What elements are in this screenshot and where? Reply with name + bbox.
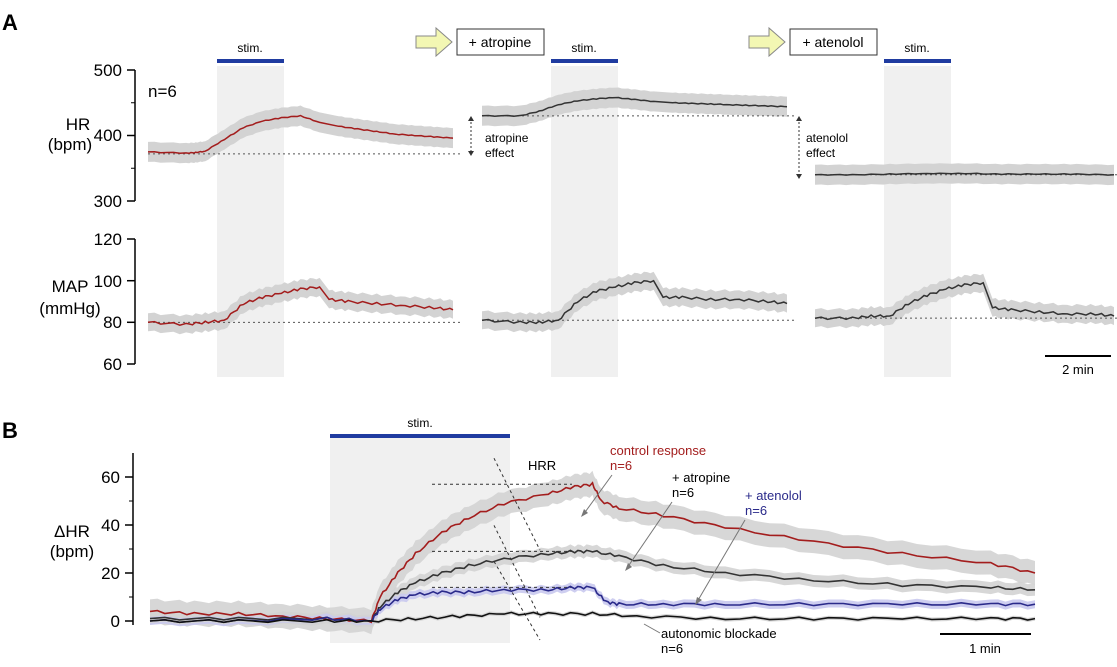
map-tick-60: 60 [103, 355, 122, 374]
panel-a-label: A [2, 10, 18, 35]
svg-text:40: 40 [101, 516, 120, 535]
atropine-label: + atropine [672, 470, 730, 485]
dhr-plot [149, 457, 1036, 641]
a-map-band-1 [482, 271, 787, 333]
hr-n-label: n=6 [148, 82, 177, 101]
a-hr-band-0 [148, 105, 453, 164]
a-map-trace-0 [147, 285, 454, 326]
atenolol-box-label: + atenolol [802, 34, 863, 50]
atropine-box-label: + atropine [469, 34, 532, 50]
stim-label-3: stim. [904, 41, 929, 55]
hr-axis-title: HR [66, 115, 91, 134]
atropine-box [456, 28, 545, 56]
stim-label-1: stim. [237, 41, 262, 55]
dhr-axis-unit: (bpm) [50, 542, 94, 561]
a-hr-trace-1 [481, 96, 788, 117]
panel-b-stim-bar [330, 434, 510, 438]
atenolol-box [789, 28, 878, 56]
hr-tick-400: 400 [94, 126, 122, 145]
atropine-effect-label-2: effect [485, 146, 515, 160]
atenolol-n-label: n=6 [745, 503, 767, 518]
hr-axis-unit: (bpm) [48, 135, 92, 154]
dhr-recovery-slope-line [493, 525, 541, 618]
dhr-axis: 0 20 40 60 ΔHR (bpm) [50, 453, 134, 631]
a-hr-trace-2 [814, 172, 1115, 176]
hr-plot [147, 87, 1117, 186]
stim-bar-3 [884, 59, 951, 63]
map-tick-120: 120 [94, 230, 122, 249]
hrr-label: HRR [528, 458, 556, 473]
atropine-effect-label: atropine [485, 131, 529, 145]
atenolol-effect-label-2: effect [806, 146, 836, 160]
panel-b-label: B [2, 418, 18, 443]
panel-a-stim-bars: stim. stim. stim. [217, 41, 951, 63]
drug-atropine-annotation: + atropine [415, 26, 545, 58]
a-hr-trace-0 [147, 114, 454, 155]
svg-text:60: 60 [101, 468, 120, 487]
dhr-trace--atenolol [149, 585, 1036, 624]
a-map-trace-2 [814, 281, 1115, 321]
a-map-band-2 [815, 273, 1114, 329]
panel-b-stim-label: stim. [407, 416, 432, 430]
atenolol-effect-annotation: atenolol effect [796, 116, 848, 179]
map-axis-unit: (mmHg) [39, 299, 100, 318]
svg-text:20: 20 [101, 564, 120, 583]
right-arrow-icon [748, 26, 786, 58]
hr-tick-300: 300 [94, 192, 122, 211]
stim-bar-2 [551, 59, 618, 63]
scale-bar-a-label: 2 min [1062, 362, 1094, 377]
dhr-recovery-slope-line [493, 457, 541, 551]
dhr-band--atenolol [150, 582, 1035, 627]
dhr-trace-autonomic-blockade [149, 611, 1036, 624]
dhr-axis-title: ΔHR [54, 522, 90, 541]
stim-label-2: stim. [571, 41, 596, 55]
hr-tick-500: 500 [94, 61, 122, 80]
stim-bar-1 [217, 59, 284, 63]
scale-bar-a: 2 min [1045, 355, 1111, 377]
hr-axis: 500 400 300 HR (bpm) n=6 [48, 61, 177, 211]
atropine-effect-annotation: atropine effect [468, 116, 529, 160]
map-tick-80: 80 [103, 313, 122, 332]
blockade-n-label: n=6 [661, 641, 683, 656]
stim-shade-3 [884, 66, 951, 377]
map-axis: 120 100 80 60 MAP (mmHg) [39, 230, 136, 374]
svg-text:0: 0 [111, 612, 120, 631]
a-map-trace-1 [481, 279, 788, 325]
atropine-n-label: n=6 [672, 485, 694, 500]
drug-atenolol-annotation: + atenolol [748, 26, 878, 58]
map-plot [147, 271, 1117, 335]
scale-bar-b-label: 1 min [969, 641, 1001, 656]
control-n-label: n=6 [610, 458, 632, 473]
map-tick-100: 100 [94, 272, 122, 291]
panel-b-annotations: HRR control response n=6 + atropine n=6 … [528, 443, 802, 656]
right-arrow-icon [415, 26, 453, 58]
map-axis-title: MAP [52, 277, 89, 296]
blockade-label: autonomic blockade [661, 626, 777, 641]
atenolol-effect-label: atenolol [806, 131, 848, 145]
scale-bar-b: 1 min [940, 633, 1031, 656]
control-label: control response [610, 443, 706, 458]
a-hr-band-1 [482, 87, 787, 127]
panel-a-stim-shading [217, 66, 951, 377]
atenolol-label: + atenolol [745, 488, 802, 503]
